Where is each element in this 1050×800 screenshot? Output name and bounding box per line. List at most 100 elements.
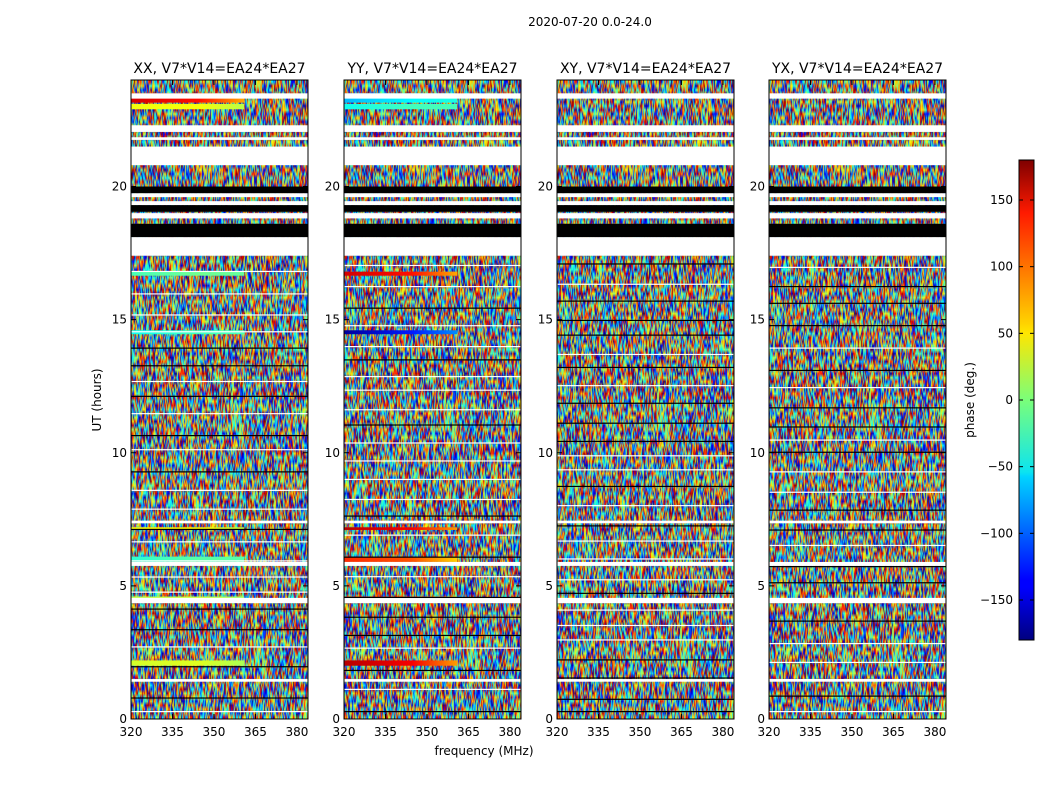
scan-boundary-line (769, 679, 946, 681)
scan-boundary-line (131, 314, 308, 316)
scan-boundary-line (131, 471, 308, 473)
scan-boundary-line (344, 478, 521, 481)
scan-boundary-line (769, 620, 946, 622)
flagged-gap (131, 193, 308, 198)
flagged-gap (131, 520, 308, 524)
scan-boundary-line (557, 558, 734, 560)
y-tick-label: 10 (325, 446, 340, 460)
y-tick-label: 15 (112, 313, 127, 327)
colorbar-tick-label: 150 (990, 193, 1013, 207)
scan-boundary-line (344, 442, 521, 444)
scan-boundary-line (344, 307, 521, 309)
x-tick-label: 335 (587, 725, 610, 739)
flagged-gap (131, 93, 308, 99)
scan-boundary-line (344, 647, 521, 649)
flagged-gap (344, 125, 521, 132)
scan-boundary-line (344, 498, 521, 501)
panel-frame (556, 79, 735, 720)
panel-frame (768, 79, 947, 720)
panel-frame (343, 79, 522, 720)
x-tick-label: 380 (923, 725, 946, 739)
scan-boundary-line (557, 300, 734, 302)
scan-boundary-line (557, 579, 734, 581)
scan-boundary-line (557, 711, 734, 713)
y-tick-label: 5 (545, 579, 553, 593)
colorbar-tick-label: −50 (988, 460, 1013, 474)
scan-boundary-line (557, 385, 734, 387)
y-tick-label: 0 (757, 712, 765, 726)
scan-boundary-line (344, 576, 521, 578)
scan-boundary-line (344, 556, 521, 558)
colorbar-ticks: 150 100 50 0 −50 −100 −150 (980, 193, 1034, 607)
phase-noise-image (557, 80, 734, 719)
scan-boundary-line (557, 639, 734, 641)
scan-boundary-line (557, 609, 734, 611)
y-tick-label: 20 (538, 180, 553, 194)
colorbar-tick-label: 100 (990, 260, 1013, 274)
scan-boundary-line (769, 387, 946, 389)
panel-frame (130, 79, 309, 720)
colorbar-tick-label: 0 (1005, 393, 1013, 407)
flagged-black-band (344, 205, 521, 212)
flagged-gap (557, 597, 734, 604)
coherent-scan (131, 556, 245, 562)
scan-boundary-line (344, 616, 521, 618)
scan-boundary-line (557, 677, 734, 679)
scan-boundary-line (344, 688, 521, 690)
scan-boundary-line (769, 347, 946, 349)
scan-boundary-line (769, 566, 946, 568)
y-tick-label: 0 (332, 712, 340, 726)
scan-boundary-line (344, 515, 521, 517)
scan-boundary-line (131, 413, 308, 415)
scan-boundary-line (557, 263, 734, 265)
flagged-gap (131, 125, 308, 132)
phase-noise-image (344, 80, 521, 719)
flagged-black-band (131, 205, 308, 212)
panel-title: XY, V7*V14=EA24*EA27 (560, 61, 731, 77)
coherent-scan (344, 556, 458, 562)
panel-3: XY, V7*V14=EA24*EA27 320 335 350 365 380 0 5 10 1… (538, 61, 735, 739)
scan-boundary-line (769, 266, 946, 268)
flagged-black-band (131, 223, 308, 238)
scan-boundary-line (344, 389, 521, 391)
y-tick-label: 0 (545, 712, 553, 726)
x-tick-label: 335 (161, 725, 184, 739)
scan-boundary-line (769, 451, 946, 453)
flagged-gap (769, 237, 946, 256)
flagged-gap (769, 520, 946, 524)
flagged-black-band (557, 205, 734, 212)
flagged-gap (557, 520, 734, 524)
scan-boundary-line (557, 334, 734, 336)
scan-boundary-line (344, 325, 521, 327)
panel-4: YX, V7*V14=EA24*EA27 320 335 350 365 380 0 5 10 1… (750, 61, 947, 739)
flagged-black-band (344, 186, 521, 194)
flagged-gap (131, 597, 308, 604)
y-tick-label: 0 (119, 712, 127, 726)
y-tick-label: 5 (757, 579, 765, 593)
scan-boundary-line (769, 529, 946, 531)
flagged-black-band (344, 223, 521, 238)
x-axis-label: frequency (MHz) (434, 744, 533, 758)
flagged-gap (557, 193, 734, 198)
flagged-gap (557, 93, 734, 99)
coherent-scan (131, 103, 245, 110)
flagged-gap (344, 137, 521, 140)
scan-boundary-line (769, 325, 946, 327)
x-tick-label: 380 (711, 725, 734, 739)
scan-boundary-line (131, 449, 308, 451)
flagged-gap (557, 213, 734, 219)
x-tick-label: 320 (333, 725, 356, 739)
panel-2: YY, V7*V14=EA24*EA27 320 335 350 365 380 0 5 10 1… (325, 61, 522, 739)
y-tick-label: 5 (332, 579, 340, 593)
flagged-gap (557, 679, 734, 682)
flagged-gap (344, 237, 521, 256)
scan-boundary-line (769, 302, 946, 304)
scan-boundary-line (344, 376, 521, 378)
flagged-black-band (557, 223, 734, 238)
flagged-black-band (769, 223, 946, 238)
scan-boundary-line (131, 270, 308, 273)
scan-boundary-line (131, 347, 308, 349)
scan-boundary-line (131, 541, 308, 543)
flagged-gap (344, 561, 521, 566)
